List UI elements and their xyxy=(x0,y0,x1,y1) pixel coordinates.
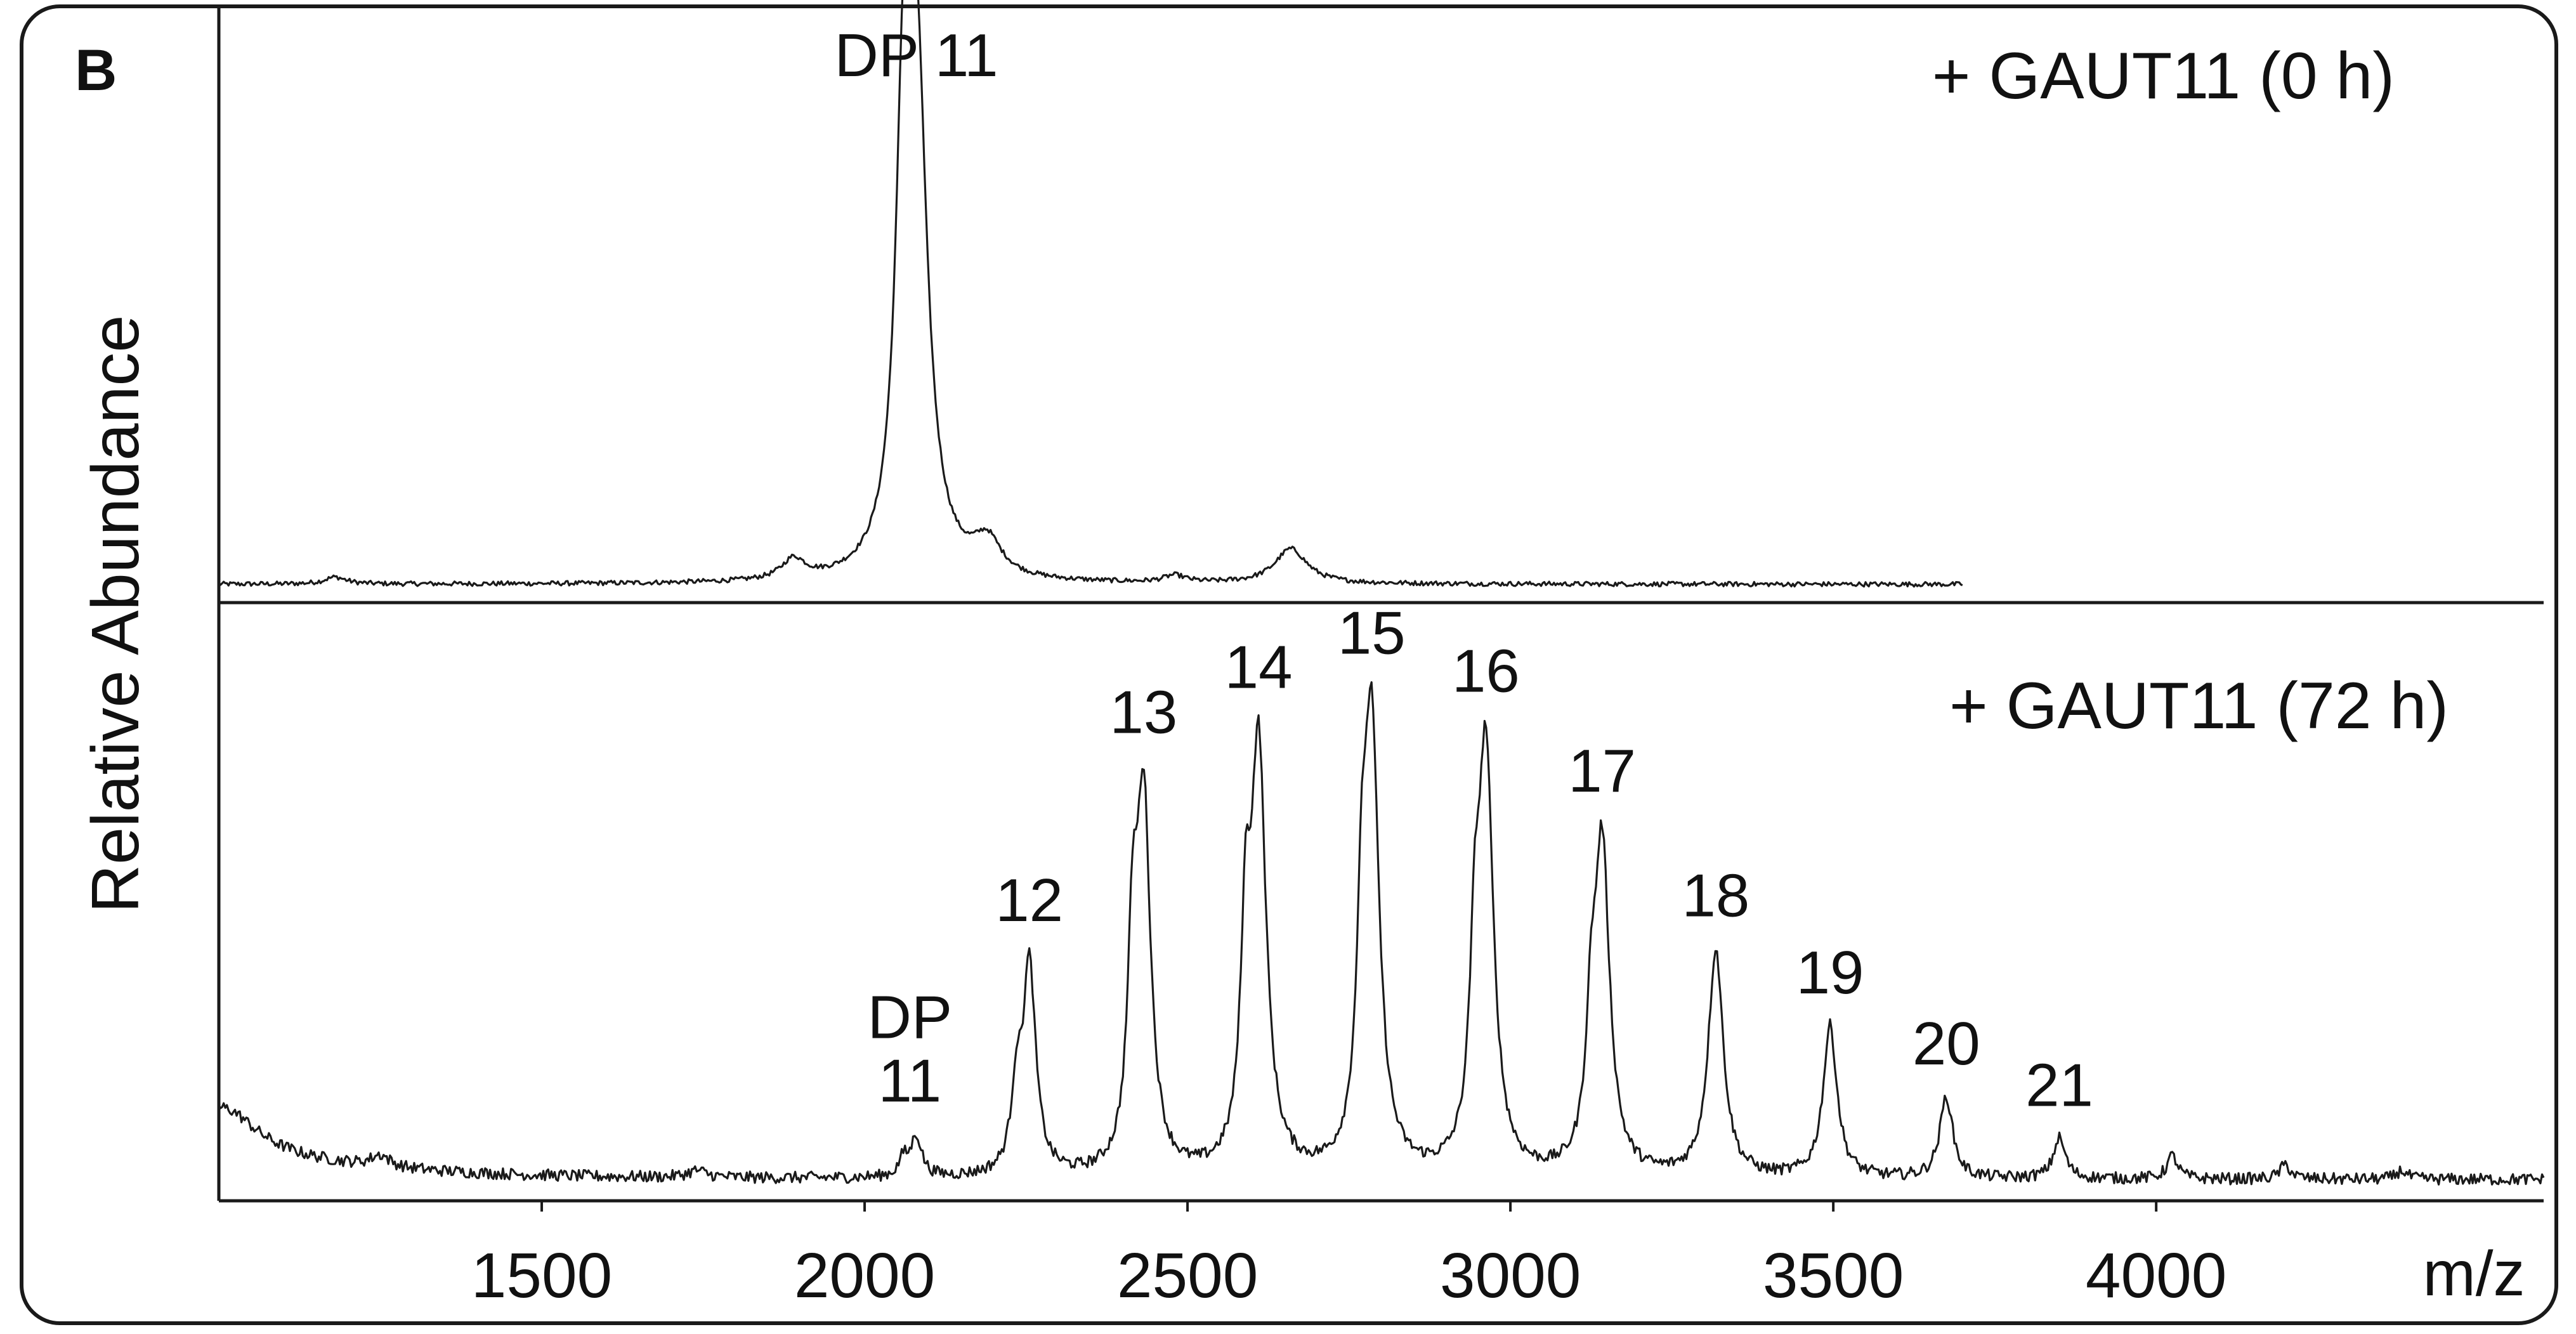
peak-label-0-0: DP 11 xyxy=(835,22,998,89)
peak-label-1-10: 20 xyxy=(1912,1010,1980,1078)
series-label-0h: + GAUT11 (0 h) xyxy=(1932,39,2395,113)
peak-label-1-0: DP xyxy=(868,984,952,1052)
x-tick-label-1: 2000 xyxy=(794,1240,935,1311)
peak-label-1-6: 16 xyxy=(1452,638,1520,705)
x-tick-label-0: 1500 xyxy=(471,1240,612,1311)
panel-top: + GAUT11 (0 h) DP 11 xyxy=(218,0,2395,588)
panel-label: B xyxy=(75,38,117,103)
peak-label-1-5: 15 xyxy=(1338,599,1406,667)
peak-label-1-1: 11 xyxy=(878,1047,941,1115)
peak-label-1-9: 19 xyxy=(1796,939,1864,1007)
x-tick-label-4: 3500 xyxy=(1763,1240,1904,1311)
x-axis-ticks: 1500 2000 2500 3000 3500 4000 xyxy=(471,1201,2226,1311)
peak-label-1-7: 17 xyxy=(1568,737,1636,805)
peak-label-1-2: 12 xyxy=(995,866,1063,934)
series-line-0h xyxy=(218,0,1963,588)
figure-frame xyxy=(20,4,2558,1325)
y-axis-label: Relative Abundance xyxy=(78,315,153,913)
series-line-72h xyxy=(218,681,2545,1186)
x-tick-label-3: 3000 xyxy=(1440,1240,1581,1311)
x-tick-label-2: 2500 xyxy=(1117,1240,1258,1311)
x-tick-label-5: 4000 xyxy=(2086,1240,2226,1311)
peak-labels-0h: DP 11 xyxy=(835,22,998,89)
peak-label-1-8: 18 xyxy=(1682,861,1749,929)
peak-label-1-3: 13 xyxy=(1109,678,1177,746)
peak-label-1-4: 14 xyxy=(1225,634,1293,702)
peak-label-1-11: 21 xyxy=(2025,1051,2093,1119)
x-axis-label: m/z xyxy=(2422,1238,2525,1309)
series-label-72h: + GAUT11 (72 h) xyxy=(1949,669,2449,743)
